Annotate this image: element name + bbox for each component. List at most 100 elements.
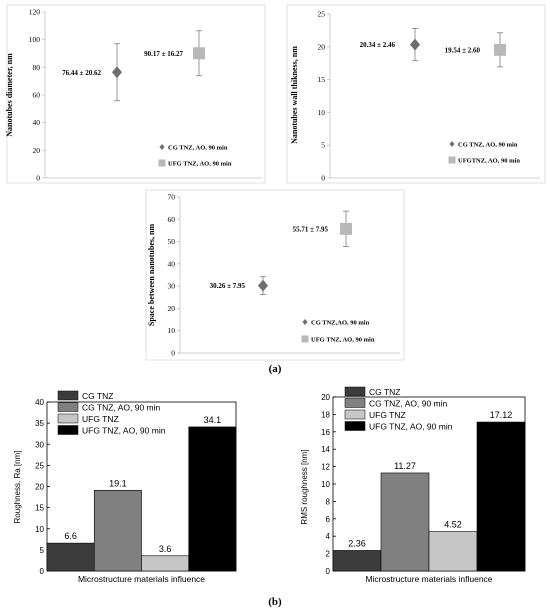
y-tick-label: 60 [33,91,41,100]
legend-label: CG TNZ, AO, 90 min [458,142,518,149]
bar [380,472,430,572]
y-axis-label: Nanotubes wall thikness, nm [290,46,299,144]
legend-label: UFG TNZ, AO, 90 min [82,426,166,436]
data-label: 30.26 ± 7.95 [210,282,246,290]
y-tick-label: 0 [171,349,175,358]
y-tick-label: 30 [168,282,176,291]
y-axis-label: Nanotubes diameter, nm [5,53,14,137]
y-tick-label: 120 [29,8,41,17]
y-tick-label: 0 [36,174,40,183]
data-point-diamond [258,279,268,292]
bar-value-label: 4.52 [444,520,462,530]
chart-frame [145,189,405,361]
y-tick-label: 5 [40,546,45,555]
legend-swatch [57,413,79,424]
y-tick-label: 4 [326,532,331,541]
y-tick-label: 0 [40,567,45,576]
y-tick-label: 2 [326,550,331,559]
y-axis-label: Roughness, Ra [nm] [13,451,22,524]
y-tick-label: 20 [321,393,330,402]
rms-roughness-bar-chart: 0 2 4 6 8 10 12 14 16 18 20 RMS roughness [nm] Micro… [300,386,526,584]
legend-marker-square [158,159,166,167]
data-label: 55.71 ± 7.95 [293,225,329,233]
legend-swatch [57,390,79,401]
x-axis-label: Microstructure materials influence [78,574,205,584]
y-axis-label: RMS roughness [nm] [300,449,309,524]
legend-swatch [57,425,79,435]
bar [332,550,382,572]
bar-value-label: 17.12 [490,410,513,420]
x-axis-label: Microstructure materials influence [365,574,492,584]
y-tick-label: 20 [35,483,44,492]
y-tick-label: 70 [168,193,176,202]
y-tick-label: 6 [326,515,331,524]
y-tick-label: 30 [35,440,44,449]
data-label: 19.54 ± 2.60 [445,46,481,54]
y-tick-label: 35 [35,419,44,428]
y-tick-label: 0 [326,567,331,576]
panel-label-a: (a) [269,363,282,375]
data-point-square [340,222,352,235]
y-tick-label: 5 [321,141,325,150]
bar [476,421,526,572]
data-label: 20.34 ± 2.46 [360,41,396,49]
bar [141,555,190,572]
bar [46,542,95,572]
y-tick-label: 15 [318,75,326,84]
legend-marker-square [301,335,309,343]
legend-label: CG TNZ,AO, 90 min [311,320,370,327]
y-tick-label: 25 [35,461,44,470]
y-tick-label: 20 [318,42,326,51]
data-label: 90.17 ± 16.27 [144,50,183,58]
y-tick-label: 100 [29,35,41,44]
legend-swatch [344,421,366,431]
bar [428,531,478,572]
legend-marker-diamond [159,144,165,150]
y-tick-label: 16 [321,428,330,437]
y-tick-label: 15 [35,504,44,513]
legend-swatch [344,398,366,408]
legend-label: UFG TNZ, AO, 90 min [168,161,232,168]
y-tick-label: 0 [321,174,325,183]
y-tick-label: 10 [321,480,330,489]
legend-label: UFG TNZ, AO, 90 min [311,337,375,344]
bar-value-label: 6.6 [64,531,77,541]
legend-marker-diamond [302,319,308,325]
y-tick-label: 12 [321,463,330,472]
data-point-diamond [112,66,122,79]
data-point-square [494,43,506,56]
nanotube-wall-thickness-chart: 0 5 10 15 20 25 Nanotubes wall thikness, nm 20.… [286,4,546,184]
bar-value-label: 3.6 [159,544,172,554]
y-tick-label: 10 [35,525,44,534]
y-tick-label: 80 [33,63,41,72]
y-tick-label: 8 [326,497,331,506]
legend-label: UFG TNZ [82,414,119,424]
chart-frame [6,4,266,184]
y-tick-label: 25 [318,10,326,19]
y-tick-label: 40 [35,398,44,407]
legend-label: UFGTNZ, AO, 90 min [458,158,520,165]
roughness-ra-bar-chart: 0 5 10 15 20 25 30 35 40 Roughness, Ra [nm] Micros… [13,390,237,584]
legend-label: UFG TNZ [369,410,406,420]
chart-frame [286,4,546,184]
bar [188,426,237,572]
y-tick-label: 40 [168,259,176,268]
data-point-square [193,47,205,60]
legend-label: CG TNZ, AO, 90 min [168,145,228,152]
legend-label: UFG TNZ, AO, 90 min [369,422,453,432]
data-point-diamond [410,38,420,51]
y-tick-label: 60 [168,215,176,224]
nanotube-diameter-chart: 0 20 40 60 80 100 120 Nanotubes diameter, nm 76.… [5,4,266,184]
y-axis-label: Space between nanotubes, nm [147,224,156,327]
bar [93,490,142,572]
legend-swatch [57,402,79,412]
legend-swatch [344,409,366,420]
y-tick-label: 10 [168,326,176,335]
y-tick-label: 14 [321,445,330,454]
bar-value-label: 34.1 [204,415,222,425]
legend-swatch [344,386,366,397]
bar-value-label: 2.36 [348,538,366,548]
panel-label-b: (b) [268,596,282,608]
y-tick-label: 10 [318,108,326,117]
